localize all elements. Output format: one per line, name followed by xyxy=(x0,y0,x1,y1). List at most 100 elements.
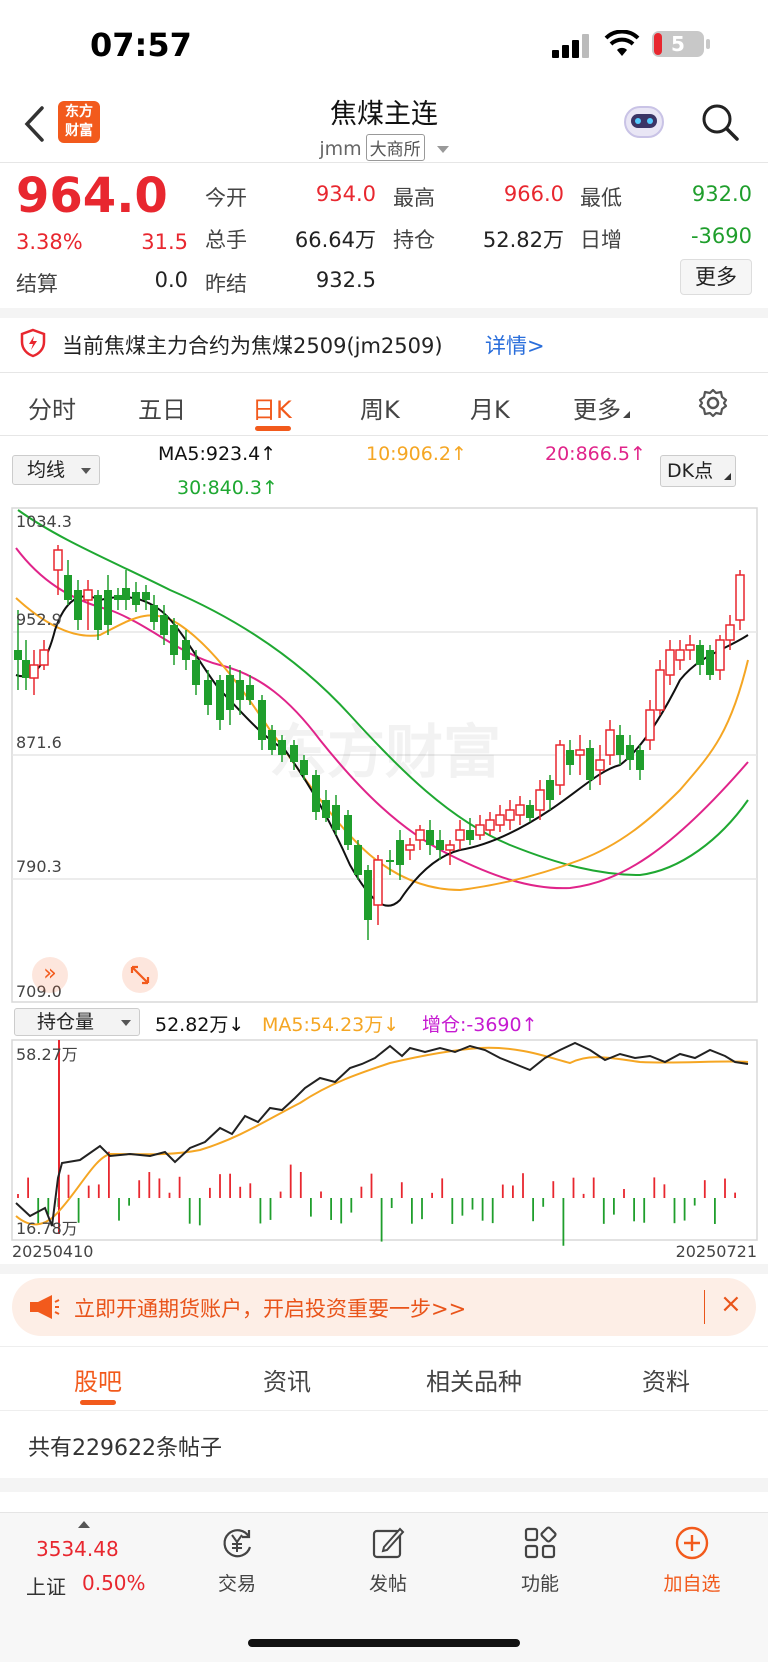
active-tab-indicator xyxy=(80,1400,116,1405)
candle-body xyxy=(160,615,168,635)
change-amount: 31.5 xyxy=(141,230,188,254)
status-bar: 07:57 5 xyxy=(0,0,768,88)
battery-icon: 5 xyxy=(652,31,710,57)
tab-daily-k[interactable]: 日K xyxy=(252,396,292,424)
candle-body xyxy=(39,649,49,666)
candle-body xyxy=(485,819,495,831)
candle-body xyxy=(515,804,525,816)
tab-profile[interactable]: 资料 xyxy=(642,1368,690,1396)
date-end: 20250721 xyxy=(676,1242,757,1258)
sub-indicator-label: 持仓量 xyxy=(37,1011,95,1033)
candle-body xyxy=(396,840,404,865)
candle-body xyxy=(616,735,624,755)
tab-more[interactable]: 更多 xyxy=(573,390,630,425)
ma20-line xyxy=(15,547,749,890)
tab-five-day[interactable]: 五日 xyxy=(138,396,186,424)
open-interest-chart[interactable]: 58.27万 16.78万 20250410 20250721 xyxy=(0,1038,768,1258)
logo-line1: 东方 xyxy=(65,104,93,120)
back-icon[interactable] xyxy=(22,104,46,144)
candle-body xyxy=(204,680,212,705)
candle-body xyxy=(415,829,425,841)
contract-subtitle[interactable]: jmm 大商所 xyxy=(0,134,768,161)
candle-body xyxy=(14,650,22,660)
main-contract-notice: 当前焦煤主力合约为焦煤2509(jm2509) xyxy=(62,334,443,358)
caret-down-icon xyxy=(121,1020,131,1026)
caret-down-icon xyxy=(436,146,449,153)
close-icon[interactable]: × xyxy=(720,1289,742,1319)
y-label-4: 790.3 xyxy=(16,857,62,876)
candle-body xyxy=(74,590,82,620)
tab-intraday[interactable]: 分时 xyxy=(28,396,76,424)
candlestick-chart[interactable]: 东方财富 1034.3 952.9 871.6 790.3 709.0 xyxy=(0,500,768,1005)
candle-body xyxy=(505,809,515,821)
tab-monthly-k[interactable]: 月K xyxy=(470,396,510,424)
oi-y-top: 58.27万 xyxy=(16,1045,78,1064)
ma30-legend: 30:840.3↑ xyxy=(177,477,278,499)
banner-text: 立即开通期货账户，开启投资重要一步>> xyxy=(74,1297,467,1321)
scroll-left-icon[interactable]: » xyxy=(32,957,68,993)
notice-detail-link[interactable]: 详情> xyxy=(485,334,545,358)
post-button[interactable]: 发帖 xyxy=(328,1525,448,1605)
tab-weekly-k[interactable]: 周K xyxy=(360,396,400,424)
robot-assistant-icon[interactable] xyxy=(622,102,666,142)
account-open-banner[interactable]: 立即开通期货账户，开启投资重要一步>> × xyxy=(12,1278,756,1336)
search-icon[interactable] xyxy=(700,102,740,142)
page-title: 焦煤主连 xyxy=(330,99,438,130)
dk-point-button[interactable]: DK点 xyxy=(660,455,736,487)
add-watchlist-button[interactable]: 加自选 xyxy=(632,1525,752,1605)
tab-related[interactable]: 相关品种 xyxy=(426,1368,522,1396)
candle-body xyxy=(332,805,340,830)
candle-body xyxy=(555,744,565,786)
functions-label: 功能 xyxy=(520,1573,559,1595)
daily-change-label: 日增 xyxy=(580,228,622,252)
high-value: 966.0 xyxy=(503,182,564,206)
ma20-legend: 20:866.5↑ xyxy=(545,443,646,465)
index-ticker[interactable]: 3534.48 上证 0.50% xyxy=(22,1521,172,1601)
candle-body xyxy=(354,845,362,875)
dk-point-label: DK点 xyxy=(667,460,714,482)
tab-news[interactable]: 资讯 xyxy=(263,1368,311,1396)
oi-ma5-line xyxy=(15,1046,749,1226)
candle-body xyxy=(595,759,605,771)
candle-body xyxy=(322,800,330,818)
candle-body xyxy=(626,745,634,760)
ma30-line xyxy=(17,509,749,877)
ma-selector[interactable]: 均线 xyxy=(12,455,100,485)
candle-body xyxy=(182,640,190,660)
candle-body xyxy=(122,588,130,600)
trade-label: 交易 xyxy=(217,1573,256,1595)
up-triangle-icon xyxy=(78,1521,90,1528)
candle-body xyxy=(278,740,286,755)
candle-body xyxy=(605,729,615,756)
open-value: 934.0 xyxy=(315,182,376,206)
candle-body xyxy=(445,844,455,851)
status-time: 07:57 xyxy=(90,26,192,64)
more-button[interactable]: 更多 xyxy=(680,259,752,295)
functions-button[interactable]: 功能 xyxy=(480,1525,600,1605)
index-value: 3534.48 xyxy=(36,1537,119,1561)
y-label-5: 709.0 xyxy=(16,982,62,1001)
sub-indicator-selector[interactable]: 持仓量 xyxy=(14,1008,140,1036)
candle-body xyxy=(236,680,244,700)
trade-button[interactable]: 交易 xyxy=(177,1525,297,1605)
volume-value: 66.64万 xyxy=(294,228,376,252)
candle-body xyxy=(535,789,545,811)
candle-body xyxy=(735,574,745,621)
logo-line2: 财富 xyxy=(65,123,93,139)
candle-body xyxy=(696,645,704,665)
add-watchlist-label: 加自选 xyxy=(663,1573,721,1595)
settings-gear-icon[interactable] xyxy=(698,388,728,418)
high-label: 最高 xyxy=(393,186,435,210)
candle-body xyxy=(150,605,158,622)
tab-forum[interactable]: 股吧 xyxy=(74,1368,122,1396)
candle-body xyxy=(22,660,30,678)
prev-settle-label: 昨结 xyxy=(205,272,247,296)
candle-body xyxy=(495,814,505,826)
low-value: 932.0 xyxy=(691,182,752,206)
open-interest-legend: 52.82万↓ xyxy=(155,1014,245,1036)
candle-body xyxy=(373,859,383,906)
expand-icon[interactable] xyxy=(122,957,158,993)
candle-body xyxy=(566,750,574,765)
last-price: 964.0 xyxy=(16,168,168,224)
add-circle-icon xyxy=(675,1526,709,1560)
